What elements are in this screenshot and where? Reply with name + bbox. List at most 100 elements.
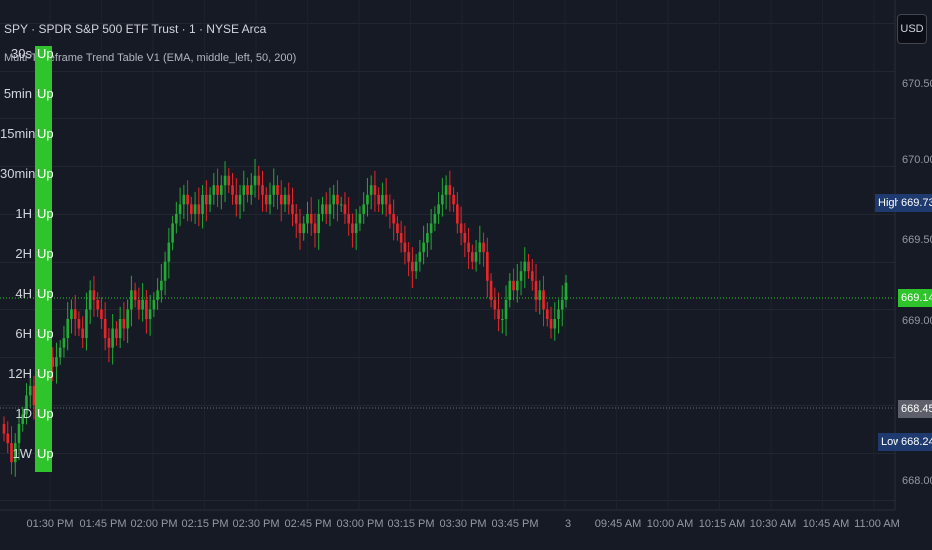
candle-body [156, 290, 159, 300]
candle-body [81, 328, 84, 339]
candle-body [437, 204, 440, 214]
candle-body [13, 443, 17, 463]
candle-body [381, 194, 384, 205]
candle-body [369, 185, 373, 195]
candle-body [478, 242, 482, 253]
candle-body [242, 185, 246, 195]
time-tick-label: 02:45 PM [284, 518, 332, 530]
candle-body [317, 213, 321, 234]
candle-body [459, 223, 463, 234]
candle-body [448, 185, 452, 195]
price-tick: 670.00 [902, 154, 932, 166]
trend-state-cell: Up [37, 166, 54, 181]
candle-body [62, 338, 66, 348]
candle-body [294, 213, 298, 224]
candle-body [107, 338, 111, 348]
candle-body [422, 242, 425, 253]
candle-body [523, 261, 527, 272]
candle-body [362, 204, 365, 214]
candle-body [25, 395, 28, 415]
candle-body [130, 290, 133, 310]
time-tick-label: 11:00 AM [854, 518, 900, 530]
symbol-title[interactable]: SPY · SPDR S&P 500 ETF Trust · 1 · NYSE … [4, 22, 267, 36]
candle-body [530, 271, 534, 281]
trend-state-cell: Up [37, 126, 54, 141]
candle-body [197, 204, 201, 214]
candle-body [234, 194, 238, 205]
time-tick-label: 03:15 PM [387, 518, 435, 530]
candle-body [17, 424, 21, 444]
candle-body [190, 204, 193, 214]
candle-body [205, 194, 208, 205]
candle-body [96, 299, 99, 310]
trend-timeframe-label: 1H [15, 206, 32, 221]
candle-body [212, 185, 216, 195]
candle-body [426, 233, 429, 243]
candle-body [227, 175, 231, 186]
candle-body [10, 443, 13, 463]
candle-body [336, 194, 339, 205]
candle-body [504, 299, 508, 319]
candle-body [411, 261, 414, 272]
time-tick-label: 01:30 PM [26, 518, 74, 530]
trend-timeframe-label: 5min [3, 86, 32, 101]
candle-body [249, 185, 253, 195]
price-grid [0, 23, 895, 501]
candle-body [358, 213, 362, 224]
candle-body [238, 194, 242, 205]
trend-timeframe-label: 12H [8, 366, 32, 381]
candle-body [257, 175, 261, 186]
candle-body [66, 318, 70, 339]
candle-body [264, 194, 268, 205]
candle-body [58, 347, 62, 358]
candle-body [373, 185, 377, 195]
candle-body [493, 299, 497, 310]
candle-body [73, 309, 77, 319]
candle-body [231, 185, 234, 195]
trend-column-background [35, 46, 52, 472]
trend-timeframe-label: 30min [0, 166, 36, 181]
time-tick-label: 02:15 PM [181, 518, 229, 530]
currency-button[interactable]: USD [897, 14, 927, 44]
candle-body [557, 309, 560, 319]
candle-body [339, 204, 343, 206]
candle-body [384, 194, 388, 205]
time-tick-label: 09:45 AM [594, 518, 642, 530]
candle-body [542, 290, 545, 310]
candle-body [160, 280, 163, 291]
candle-body [429, 223, 433, 234]
candle-body [175, 213, 178, 224]
candle-body [201, 194, 204, 214]
candle-body [332, 194, 336, 205]
candle-body [463, 233, 467, 243]
candle-body [414, 261, 418, 272]
price-tick: 669.00 [902, 315, 932, 327]
candle-body [444, 185, 448, 195]
candle-body [122, 318, 126, 329]
candle-body [32, 385, 36, 405]
trend-state-cell: Up [37, 326, 54, 341]
candle-body [441, 194, 444, 205]
candle-body [133, 290, 137, 300]
candle-body [553, 318, 557, 329]
trend-state-cell: Up [37, 46, 54, 61]
candle-body [354, 223, 358, 234]
candle-body [564, 282, 568, 300]
candle-body [418, 252, 422, 262]
time-tick-label: 10:15 AM [698, 518, 746, 530]
trend-state-cell: Up [37, 286, 54, 301]
candle-body [324, 204, 328, 214]
candle-body [347, 213, 351, 224]
candle-body [287, 194, 291, 205]
trend-timeframe-label: 6H [15, 326, 32, 341]
indicator-title[interactable]: Multi-Timeframe Trend Table V1 (EMA, mid… [4, 52, 297, 64]
candle-body [216, 185, 219, 195]
candle-body [219, 185, 223, 195]
candle-body [6, 433, 10, 444]
candle-body [118, 318, 122, 339]
time-tick-label: 03:30 PM [439, 518, 487, 530]
candle-body [283, 194, 287, 205]
candle-body [500, 318, 504, 320]
candle-body [28, 385, 32, 396]
